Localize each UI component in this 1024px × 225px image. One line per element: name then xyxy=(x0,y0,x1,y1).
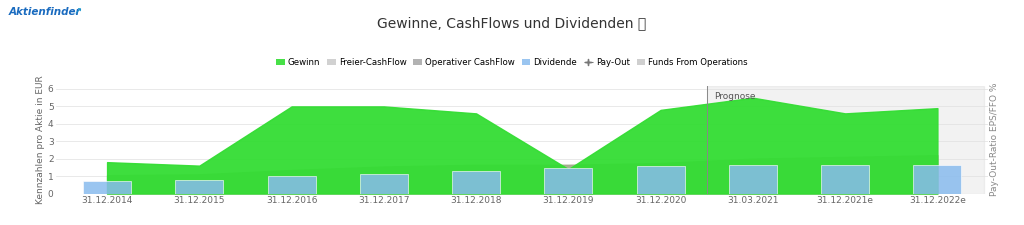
Bar xyxy=(175,180,223,194)
Text: Aktienfinder: Aktienfinder xyxy=(8,7,81,17)
Bar xyxy=(359,174,408,194)
Bar xyxy=(545,169,592,194)
Text: Gewinne, CashFlows und Dividenden ⓘ: Gewinne, CashFlows und Dividenden ⓘ xyxy=(378,16,646,30)
Bar xyxy=(83,181,131,194)
Bar xyxy=(821,164,869,194)
Text: Prognose: Prognose xyxy=(714,92,756,101)
Bar xyxy=(637,166,685,194)
Bar xyxy=(729,164,777,194)
Y-axis label: Kennzahlen pro Aktie in EUR: Kennzahlen pro Aktie in EUR xyxy=(36,75,45,204)
Bar xyxy=(913,164,962,194)
Y-axis label: Pay-Out-Ratio EPS/FFO %: Pay-Out-Ratio EPS/FFO % xyxy=(989,83,998,196)
Legend: Gewinn, Freier-CashFlow, Operativer CashFlow, Dividende, Pay-Out, Funds From Ope: Gewinn, Freier-CashFlow, Operativer Cash… xyxy=(276,58,748,67)
Bar xyxy=(453,171,500,194)
Bar xyxy=(267,176,315,194)
Text: ↗: ↗ xyxy=(74,7,82,17)
Bar xyxy=(707,86,983,194)
